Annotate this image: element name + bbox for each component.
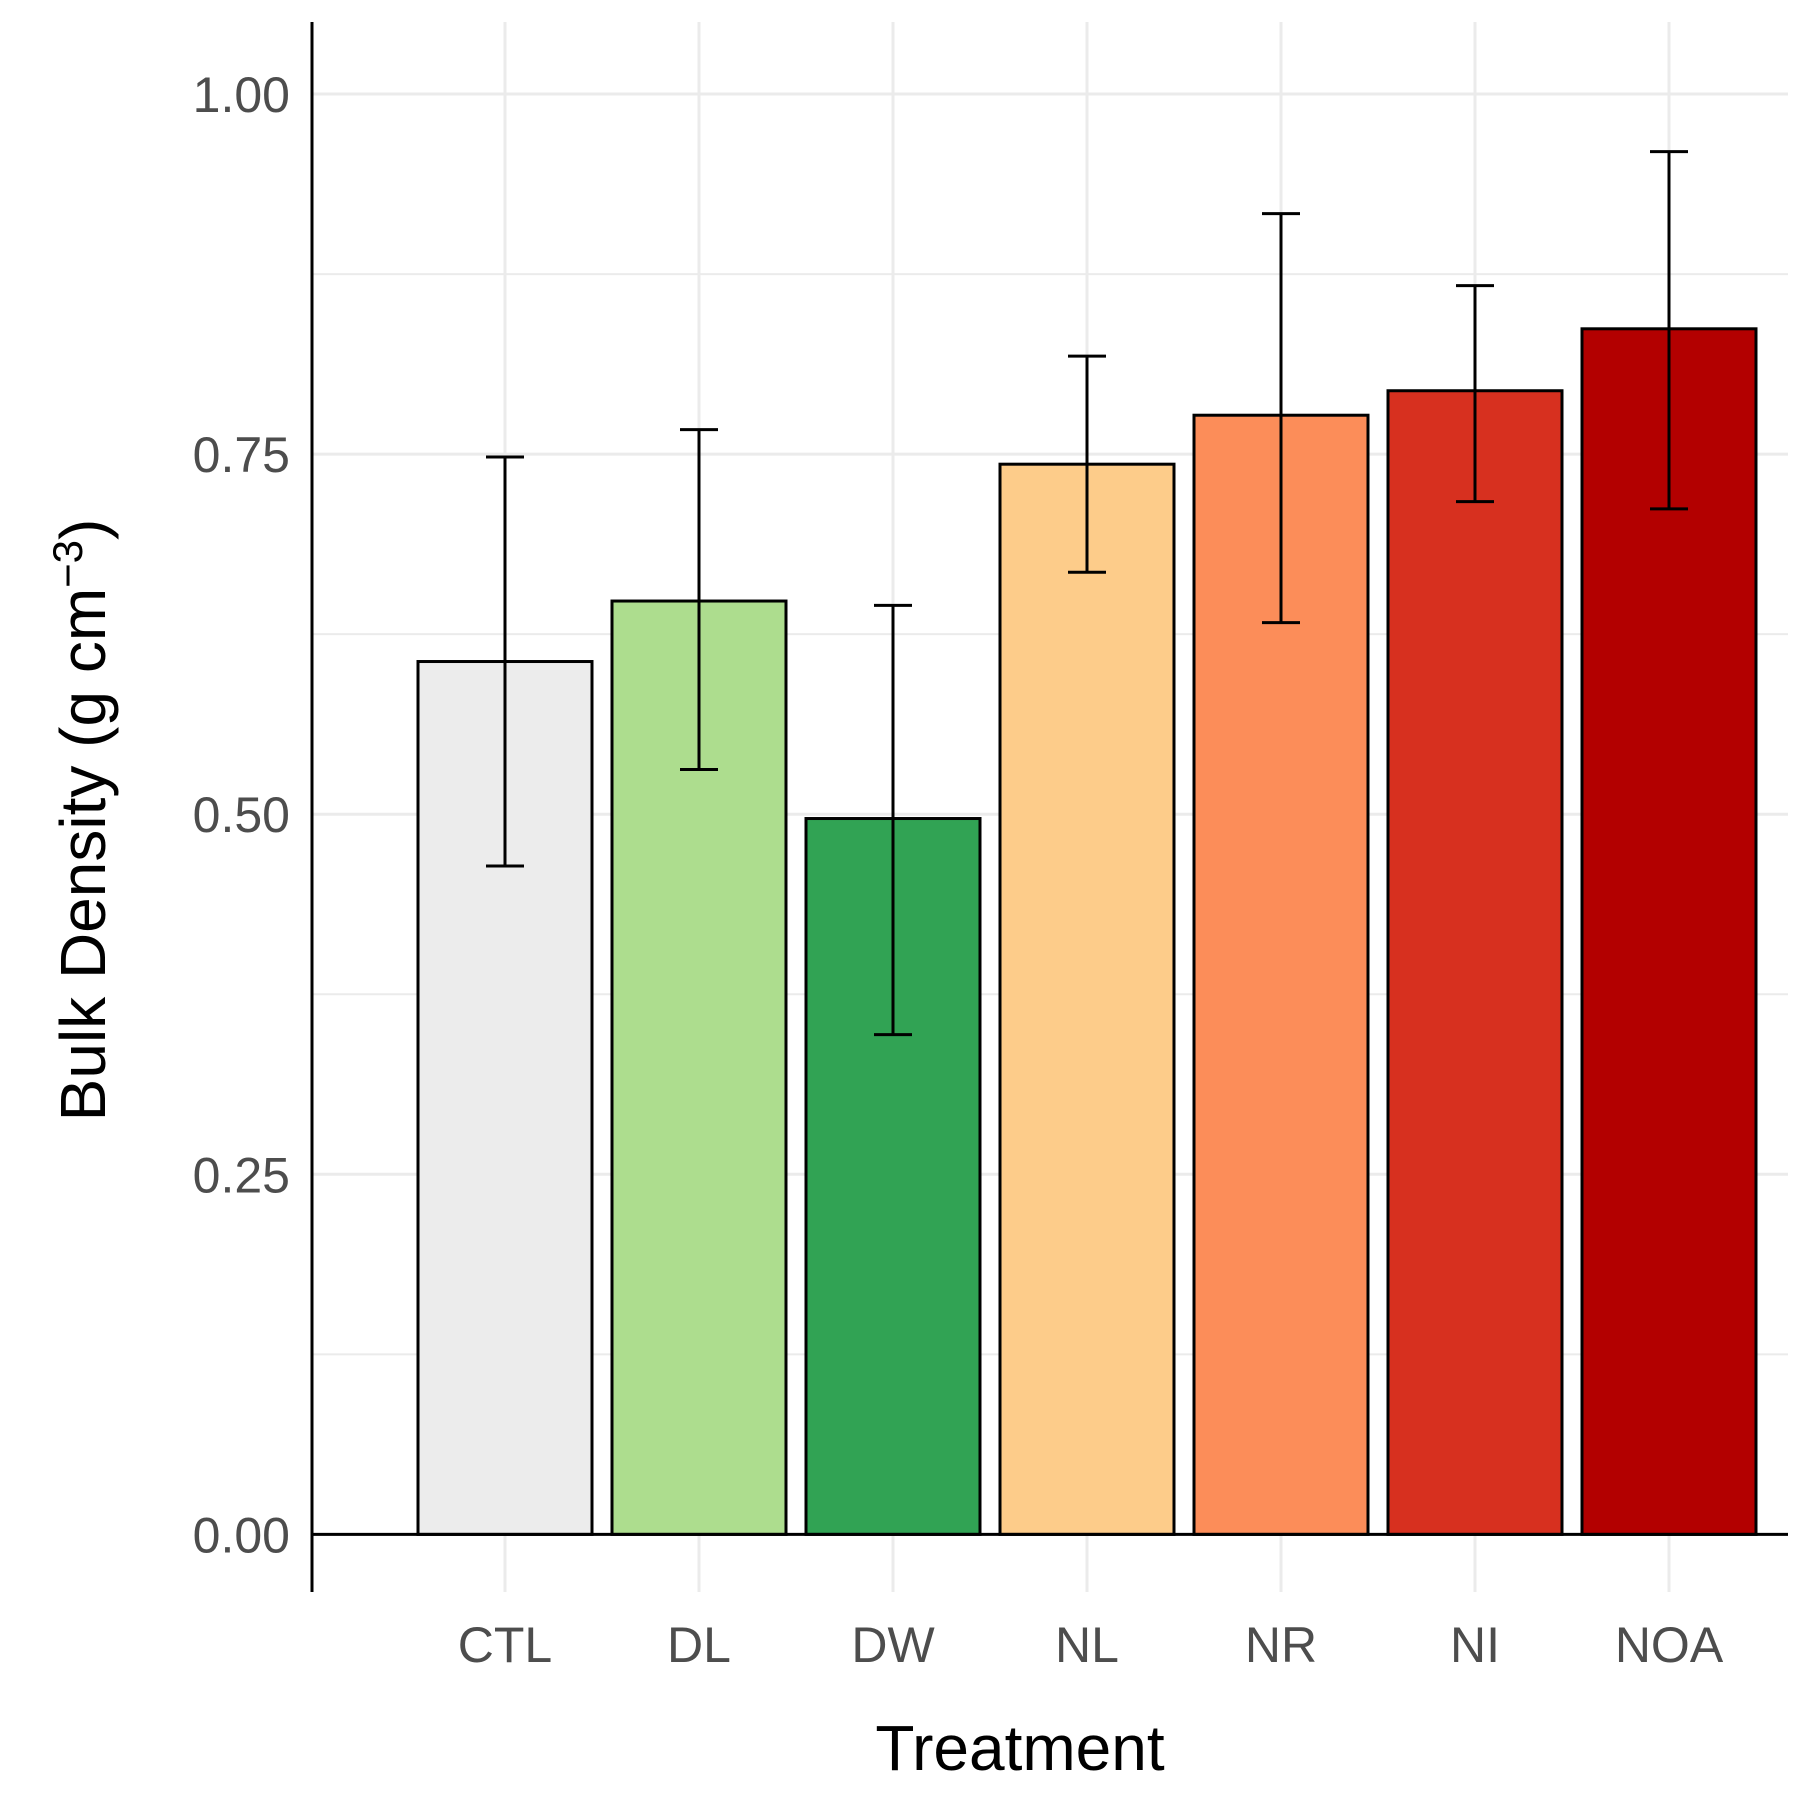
error-bar-dl <box>680 428 718 772</box>
y-axis-title: Bulk Density (g cm−3) <box>44 519 120 1122</box>
y-tick-label: 1.00 <box>193 67 290 123</box>
x-tick-label: DL <box>667 1617 731 1673</box>
error-bar-ctl <box>486 455 524 868</box>
y-tick-label: 0.25 <box>193 1147 290 1203</box>
y-axis-title-main: Bulk Density (g cm <box>47 588 119 1121</box>
error-bar-ni <box>1456 284 1494 504</box>
y-axis-title-superscript: −3 <box>44 540 91 588</box>
x-tick-label: NOA <box>1615 1617 1724 1673</box>
x-axis-title: Treatment <box>875 1712 1165 1784</box>
x-tick-labels: CTL DL DW NL NR NI NOA <box>458 1617 1724 1673</box>
y-tick-labels: 0.00 0.25 0.50 0.75 1.00 <box>193 67 290 1563</box>
x-tick-label: CTL <box>458 1617 552 1673</box>
y-axis-title-suffix: ) <box>47 519 119 540</box>
y-tick-label: 0.50 <box>193 787 290 843</box>
bar-nl <box>998 462 1176 1536</box>
error-bars <box>486 150 1688 1037</box>
bar-ni <box>1386 389 1564 1536</box>
x-tick-label: NR <box>1245 1617 1317 1673</box>
error-bar-nl <box>1068 354 1106 574</box>
x-tick-label: NL <box>1055 1617 1119 1673</box>
bar-noa <box>1580 327 1758 1536</box>
y-tick-label: 0.75 <box>193 427 290 483</box>
x-tick-label: DW <box>851 1617 935 1673</box>
y-tick-label: 0.00 <box>193 1507 290 1563</box>
error-bar-dw <box>874 603 912 1037</box>
bars <box>416 327 1758 1536</box>
error-bar-noa <box>1650 150 1688 511</box>
x-tick-label: NI <box>1450 1617 1500 1673</box>
error-bar-nr <box>1262 212 1300 625</box>
